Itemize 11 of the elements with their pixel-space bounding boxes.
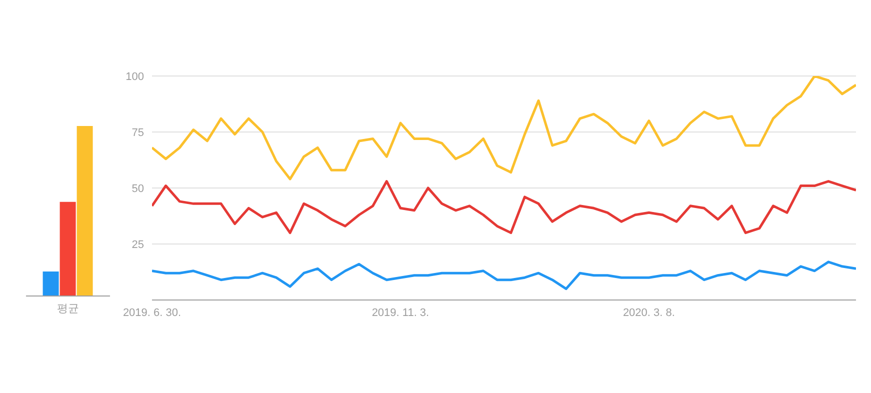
y-tick-label: 100: [126, 70, 144, 83]
y-tick-label: 75: [132, 126, 144, 139]
line-series: [152, 76, 856, 180]
line-series: [152, 180, 856, 234]
y-tick-label: 25: [132, 238, 144, 251]
line-series: [152, 260, 856, 290]
x-tick-label: 2019. 11. 3.: [372, 306, 430, 319]
x-tick-label: 2020. 3. 8.: [622, 306, 675, 319]
y-tick-label: 50: [132, 182, 144, 195]
x-tick-label: 2019. 6. 30.: [122, 306, 182, 319]
x-tick-label: 평균: [57, 302, 79, 315]
